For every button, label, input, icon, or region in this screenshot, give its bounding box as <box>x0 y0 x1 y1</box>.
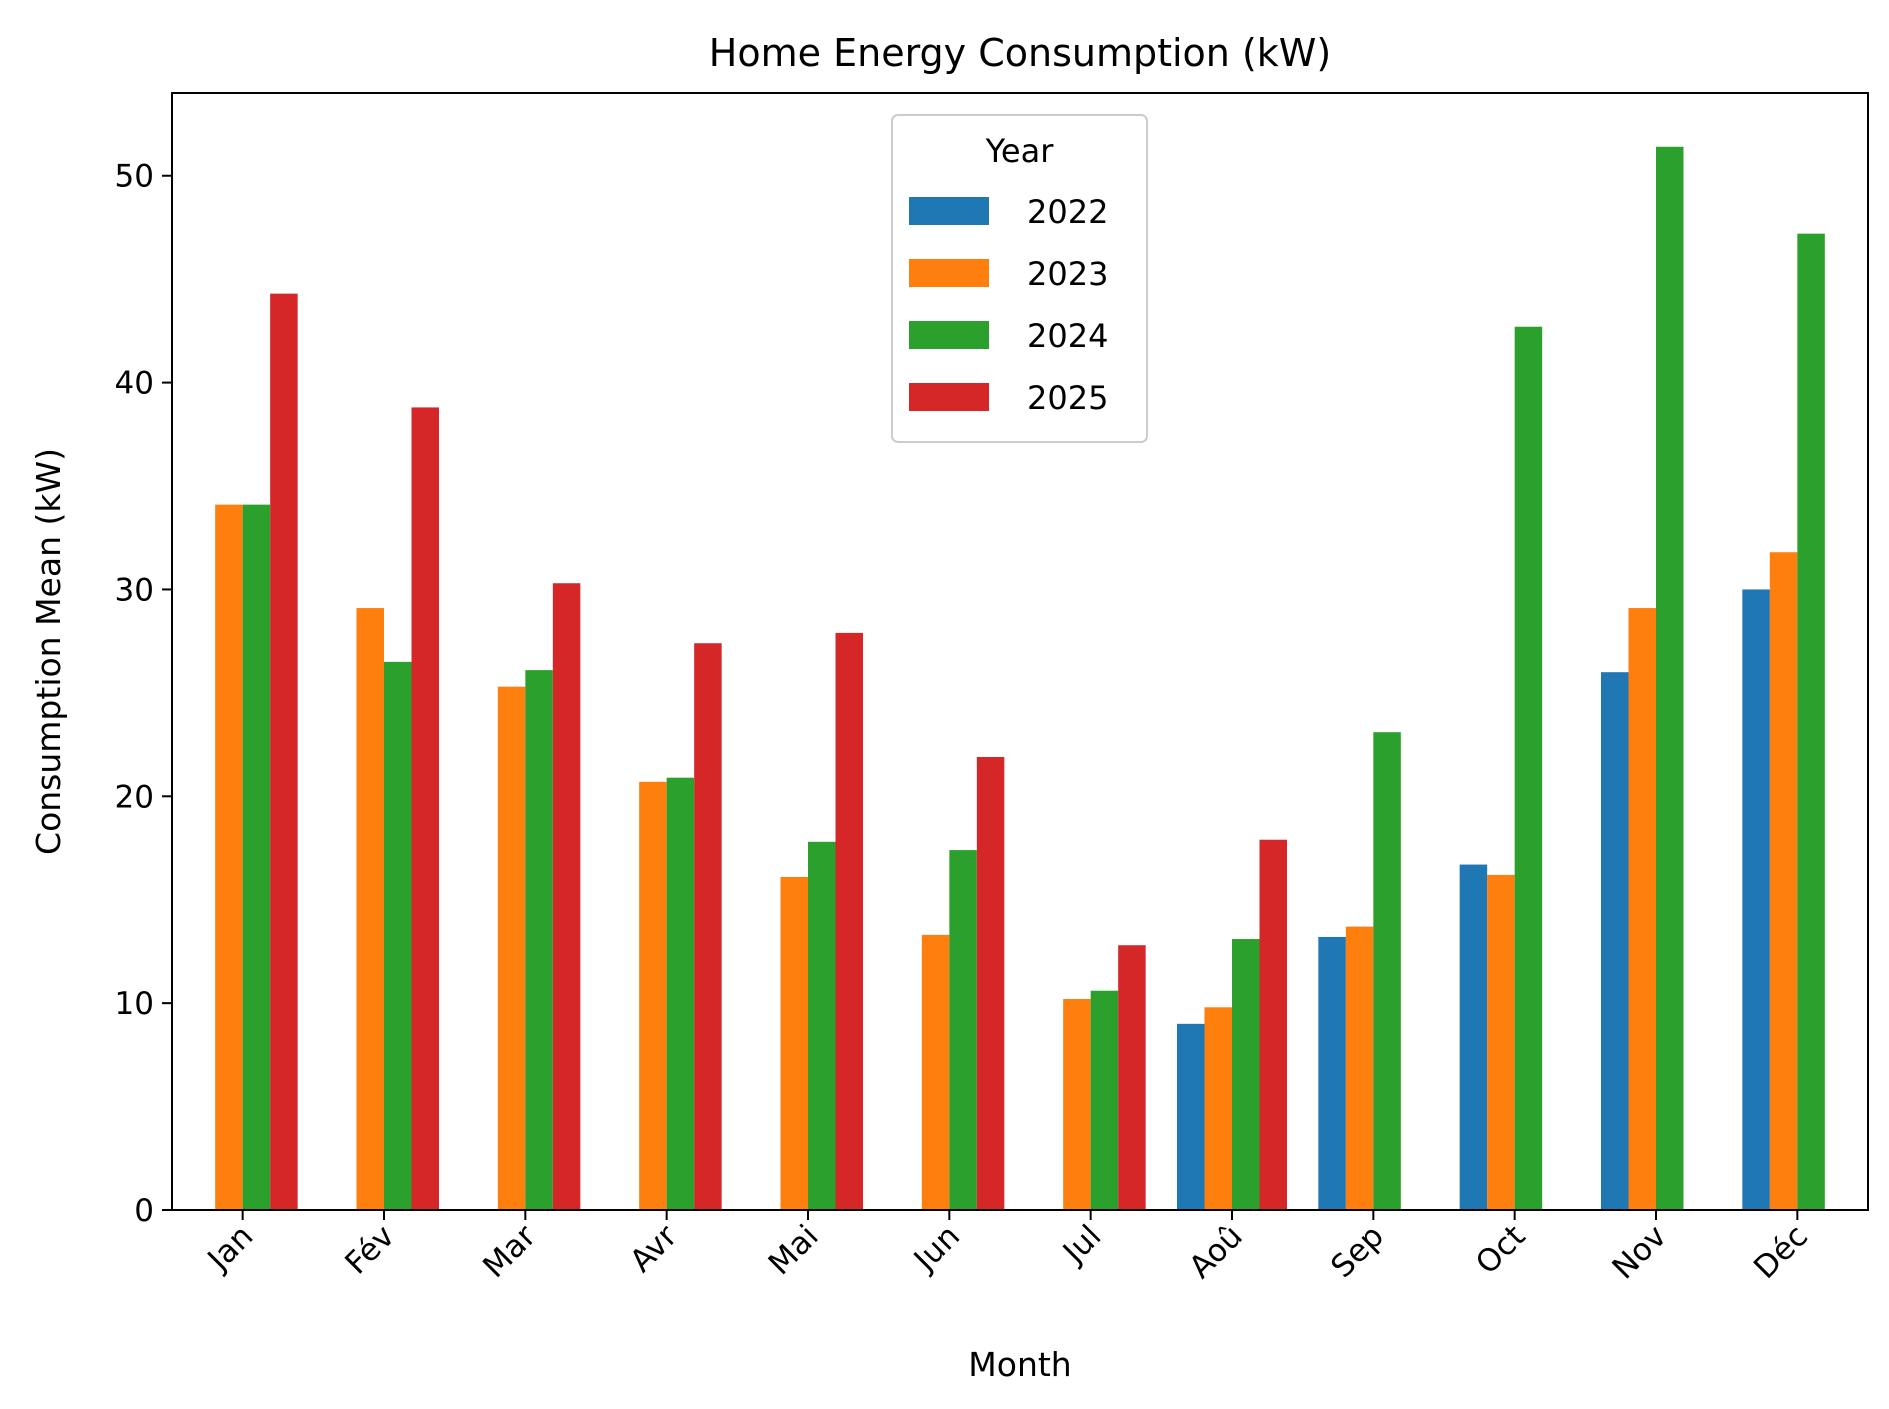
x-tick-label-Oct: Oct <box>1469 1218 1532 1281</box>
legend-swatch-2024 <box>909 321 989 349</box>
bar-2023-Avr <box>639 781 667 1210</box>
legend-box <box>891 114 1148 443</box>
bar-2022-Aoû <box>1177 1023 1205 1210</box>
x-axis: Jan Fév Mar Avr Mai Jun Jul Aoû Sep Oct Nov Déc <box>200 1210 1815 1286</box>
legend-label-2022: 2022 <box>1027 193 1108 231</box>
bar-2024-Avr <box>666 777 695 1210</box>
bar-2024-Aoû <box>1232 939 1260 1210</box>
bar-2025-Jul <box>1118 945 1146 1210</box>
bar-2024-Jun <box>949 850 977 1210</box>
bar-2022-Sep <box>1318 936 1346 1210</box>
bar-2022-Oct <box>1459 864 1488 1210</box>
bar-2025-Mai <box>835 632 863 1210</box>
plot-frame <box>171 92 1869 1211</box>
bar-2025-Mar <box>552 583 581 1210</box>
bar-2024-Jan <box>242 504 271 1210</box>
bar-2023-Jan <box>215 504 243 1210</box>
y-tick-label: 30 <box>115 572 154 608</box>
bar-2025-Jun <box>976 756 1005 1210</box>
bar-2024-Déc <box>1797 233 1825 1211</box>
x-axis-label: Month <box>968 1345 1071 1384</box>
bar-2024-Sep <box>1373 732 1401 1210</box>
bar-2024-Oct <box>1514 326 1543 1211</box>
bar-2023-Sep <box>1345 926 1374 1210</box>
bar-2022-Déc <box>1742 589 1770 1210</box>
x-tick-label-Sep: Sep <box>1324 1218 1391 1285</box>
y-tick-label: 40 <box>115 366 154 402</box>
bar-2023-Aoû <box>1204 1007 1232 1210</box>
x-tick-label-Jan: Jan <box>200 1218 261 1279</box>
bar-2022-Nov <box>1601 672 1629 1210</box>
bar-2024-Mar <box>525 670 553 1210</box>
legend: Year 2022 2023 2024 2025 <box>891 114 1148 443</box>
x-tick-label-Déc: Déc <box>1747 1218 1815 1286</box>
chart-title: Home Energy Consumption (kW) <box>709 31 1331 75</box>
legend-swatch-2022 <box>909 197 989 225</box>
y-tick-label: 20 <box>115 779 154 815</box>
bar-2023-Jul <box>1063 999 1091 1210</box>
bar-2023-Nov <box>1628 608 1656 1210</box>
bar-2025-Aoû <box>1259 839 1287 1210</box>
bar-2024-Mai <box>808 841 836 1210</box>
bar-2023-Mar <box>497 686 526 1210</box>
bar-2025-Jan <box>270 293 298 1210</box>
bar-2023-Mai <box>780 876 808 1210</box>
x-tick-label-Aoû: Aoû <box>1182 1218 1249 1285</box>
legend-swatch-2023 <box>909 259 989 287</box>
x-tick-label-Fév: Fév <box>338 1218 401 1281</box>
bar-2025-Avr <box>694 643 722 1210</box>
bar-2023-Déc <box>1769 552 1798 1210</box>
legend-swatch-2025 <box>909 383 989 411</box>
x-tick-label-Avr: Avr <box>623 1218 684 1279</box>
bar-2023-Jun <box>921 934 950 1210</box>
legend-label-2023: 2023 <box>1027 255 1108 293</box>
x-tick-label-Nov: Nov <box>1605 1218 1673 1286</box>
bar-2023-Fév <box>356 608 384 1210</box>
legend-label-2024: 2024 <box>1027 317 1108 355</box>
bar-2024-Nov <box>1656 146 1684 1210</box>
bar-2025-Fév <box>411 407 439 1211</box>
y-tick-label: 50 <box>115 159 154 195</box>
bar-2024-Jul <box>1090 990 1119 1210</box>
x-tick-label-Mai: Mai <box>762 1218 826 1282</box>
y-axis: 0 10 20 30 40 50 <box>115 159 172 1229</box>
legend-title: Year <box>985 132 1055 170</box>
y-axis-label: Consumption Mean (kW) <box>29 448 68 855</box>
bar-2024-Fév <box>384 661 412 1210</box>
legend-label-2025: 2025 <box>1027 379 1108 417</box>
x-tick-label-Mar: Mar <box>476 1218 543 1285</box>
y-tick-label: 10 <box>115 986 154 1022</box>
x-tick-label-Jun: Jun <box>906 1218 967 1279</box>
bars-layer <box>215 146 1825 1211</box>
x-tick-label-Jul: Jul <box>1055 1218 1108 1271</box>
y-tick-label: 0 <box>134 1193 154 1229</box>
bar-2023-Oct <box>1487 874 1515 1210</box>
